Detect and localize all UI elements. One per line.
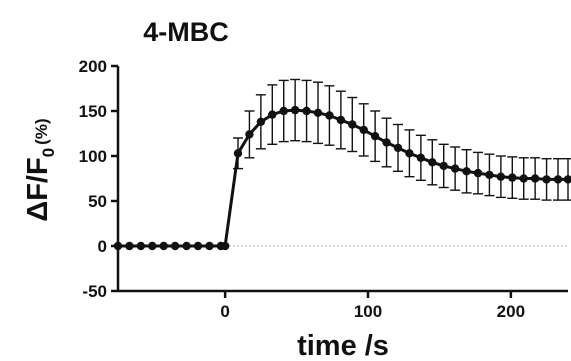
- data-point: [182, 241, 191, 251]
- y-tick-label: 150: [79, 102, 107, 121]
- y-axis-label-unit: (%): [32, 118, 51, 144]
- data-point: [113, 241, 123, 251]
- data-point: [542, 175, 551, 184]
- data-point: [450, 164, 460, 173]
- svg-text:ΔF/F0(%): ΔF/F0 (%): [22, 118, 58, 221]
- x-tick-label: 0: [220, 302, 229, 321]
- data-point: [336, 115, 346, 125]
- data-point: [302, 106, 311, 116]
- data-point: [136, 241, 146, 251]
- data-point: [256, 117, 266, 127]
- data-point: [563, 175, 571, 184]
- data-point: [125, 241, 134, 251]
- data-point: [462, 167, 471, 176]
- x-tick-label: 200: [497, 302, 525, 321]
- data-point: [393, 143, 403, 153]
- plot-area: -50 0 50 100 150 200 0 100 200: [79, 57, 571, 321]
- y-tick-label: 0: [98, 237, 107, 256]
- data-point: [205, 241, 214, 251]
- data-point: [170, 241, 180, 251]
- data-point: [159, 241, 168, 251]
- data-point: [313, 108, 323, 118]
- y-tick-label: 200: [79, 57, 107, 76]
- data-point: [439, 161, 448, 171]
- data-point: [416, 153, 426, 162]
- y-axis-label-text: ΔF/F: [22, 157, 54, 221]
- data-point: [279, 106, 288, 116]
- y-tick-label: -50: [82, 282, 107, 301]
- data-point: [220, 241, 230, 251]
- data-point: [496, 172, 506, 181]
- data-point: [405, 149, 414, 158]
- data-point: [359, 125, 368, 135]
- data-point: [268, 110, 277, 119]
- data-point: [233, 149, 243, 158]
- y-tick-label: 100: [79, 147, 107, 166]
- data-point: [290, 105, 300, 115]
- data-point: [485, 170, 494, 180]
- data-point: [473, 168, 483, 178]
- x-tick-label: 100: [354, 302, 382, 321]
- data-point: [508, 173, 517, 182]
- y-tick-label: 50: [88, 192, 107, 211]
- data-point: [148, 241, 157, 251]
- data-point: [519, 174, 528, 183]
- data-point: [370, 132, 380, 141]
- y-axis-label-subscript: 0: [39, 148, 58, 157]
- data-point: [530, 174, 540, 183]
- data-point: [553, 175, 563, 184]
- x-axis-label: time /s: [297, 330, 389, 361]
- data-point: [382, 138, 391, 147]
- data-point: [428, 158, 437, 167]
- data-point: [245, 130, 254, 139]
- data-point: [193, 241, 203, 251]
- chart-title: 4-MBC: [143, 17, 229, 47]
- data-point: [325, 111, 334, 120]
- y-axis-label: ΔF/F0 (%): [22, 118, 58, 221]
- data-point: [348, 120, 357, 129]
